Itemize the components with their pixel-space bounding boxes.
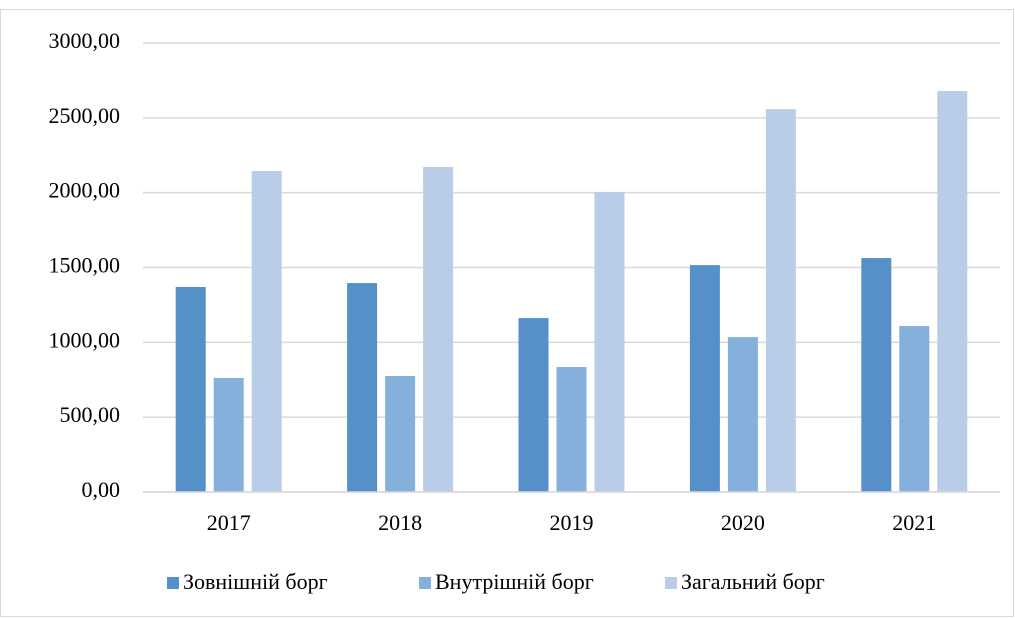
y-tick-label: 2000,00 [49, 178, 121, 203]
x-tick-label: 2020 [721, 510, 765, 535]
y-tick-label: 2500,00 [49, 103, 121, 128]
y-tick-label: 500,00 [60, 402, 121, 427]
bar [861, 258, 892, 492]
legend-label: Зовнішній борг [183, 569, 328, 594]
bar [727, 337, 758, 492]
bar [518, 318, 549, 492]
bar [689, 265, 720, 492]
y-tick-label: 0,00 [82, 477, 121, 502]
legend-swatch [167, 577, 179, 589]
bar [423, 167, 454, 492]
bar [213, 377, 244, 492]
chart-frame [0, 9, 1014, 617]
bar [251, 170, 282, 492]
x-tick-label: 2017 [207, 510, 251, 535]
bar [594, 192, 625, 492]
y-tick-label: 1000,00 [49, 327, 121, 352]
y-tick-label: 3000,00 [49, 28, 121, 53]
bar [937, 91, 968, 492]
x-tick-label: 2018 [378, 510, 422, 535]
bar [556, 367, 587, 492]
bar [385, 376, 416, 492]
bar [347, 283, 378, 492]
bar [765, 109, 796, 493]
x-tick-label: 2021 [892, 510, 936, 535]
legend-label: Загальний борг [681, 569, 825, 594]
legend-swatch [419, 577, 431, 589]
legend-label: Внутрішній борг [435, 569, 594, 594]
y-tick-label: 1500,00 [49, 253, 121, 278]
bar [899, 326, 930, 492]
legend-swatch [665, 577, 677, 589]
x-tick-label: 2019 [550, 510, 594, 535]
bar [175, 286, 206, 492]
